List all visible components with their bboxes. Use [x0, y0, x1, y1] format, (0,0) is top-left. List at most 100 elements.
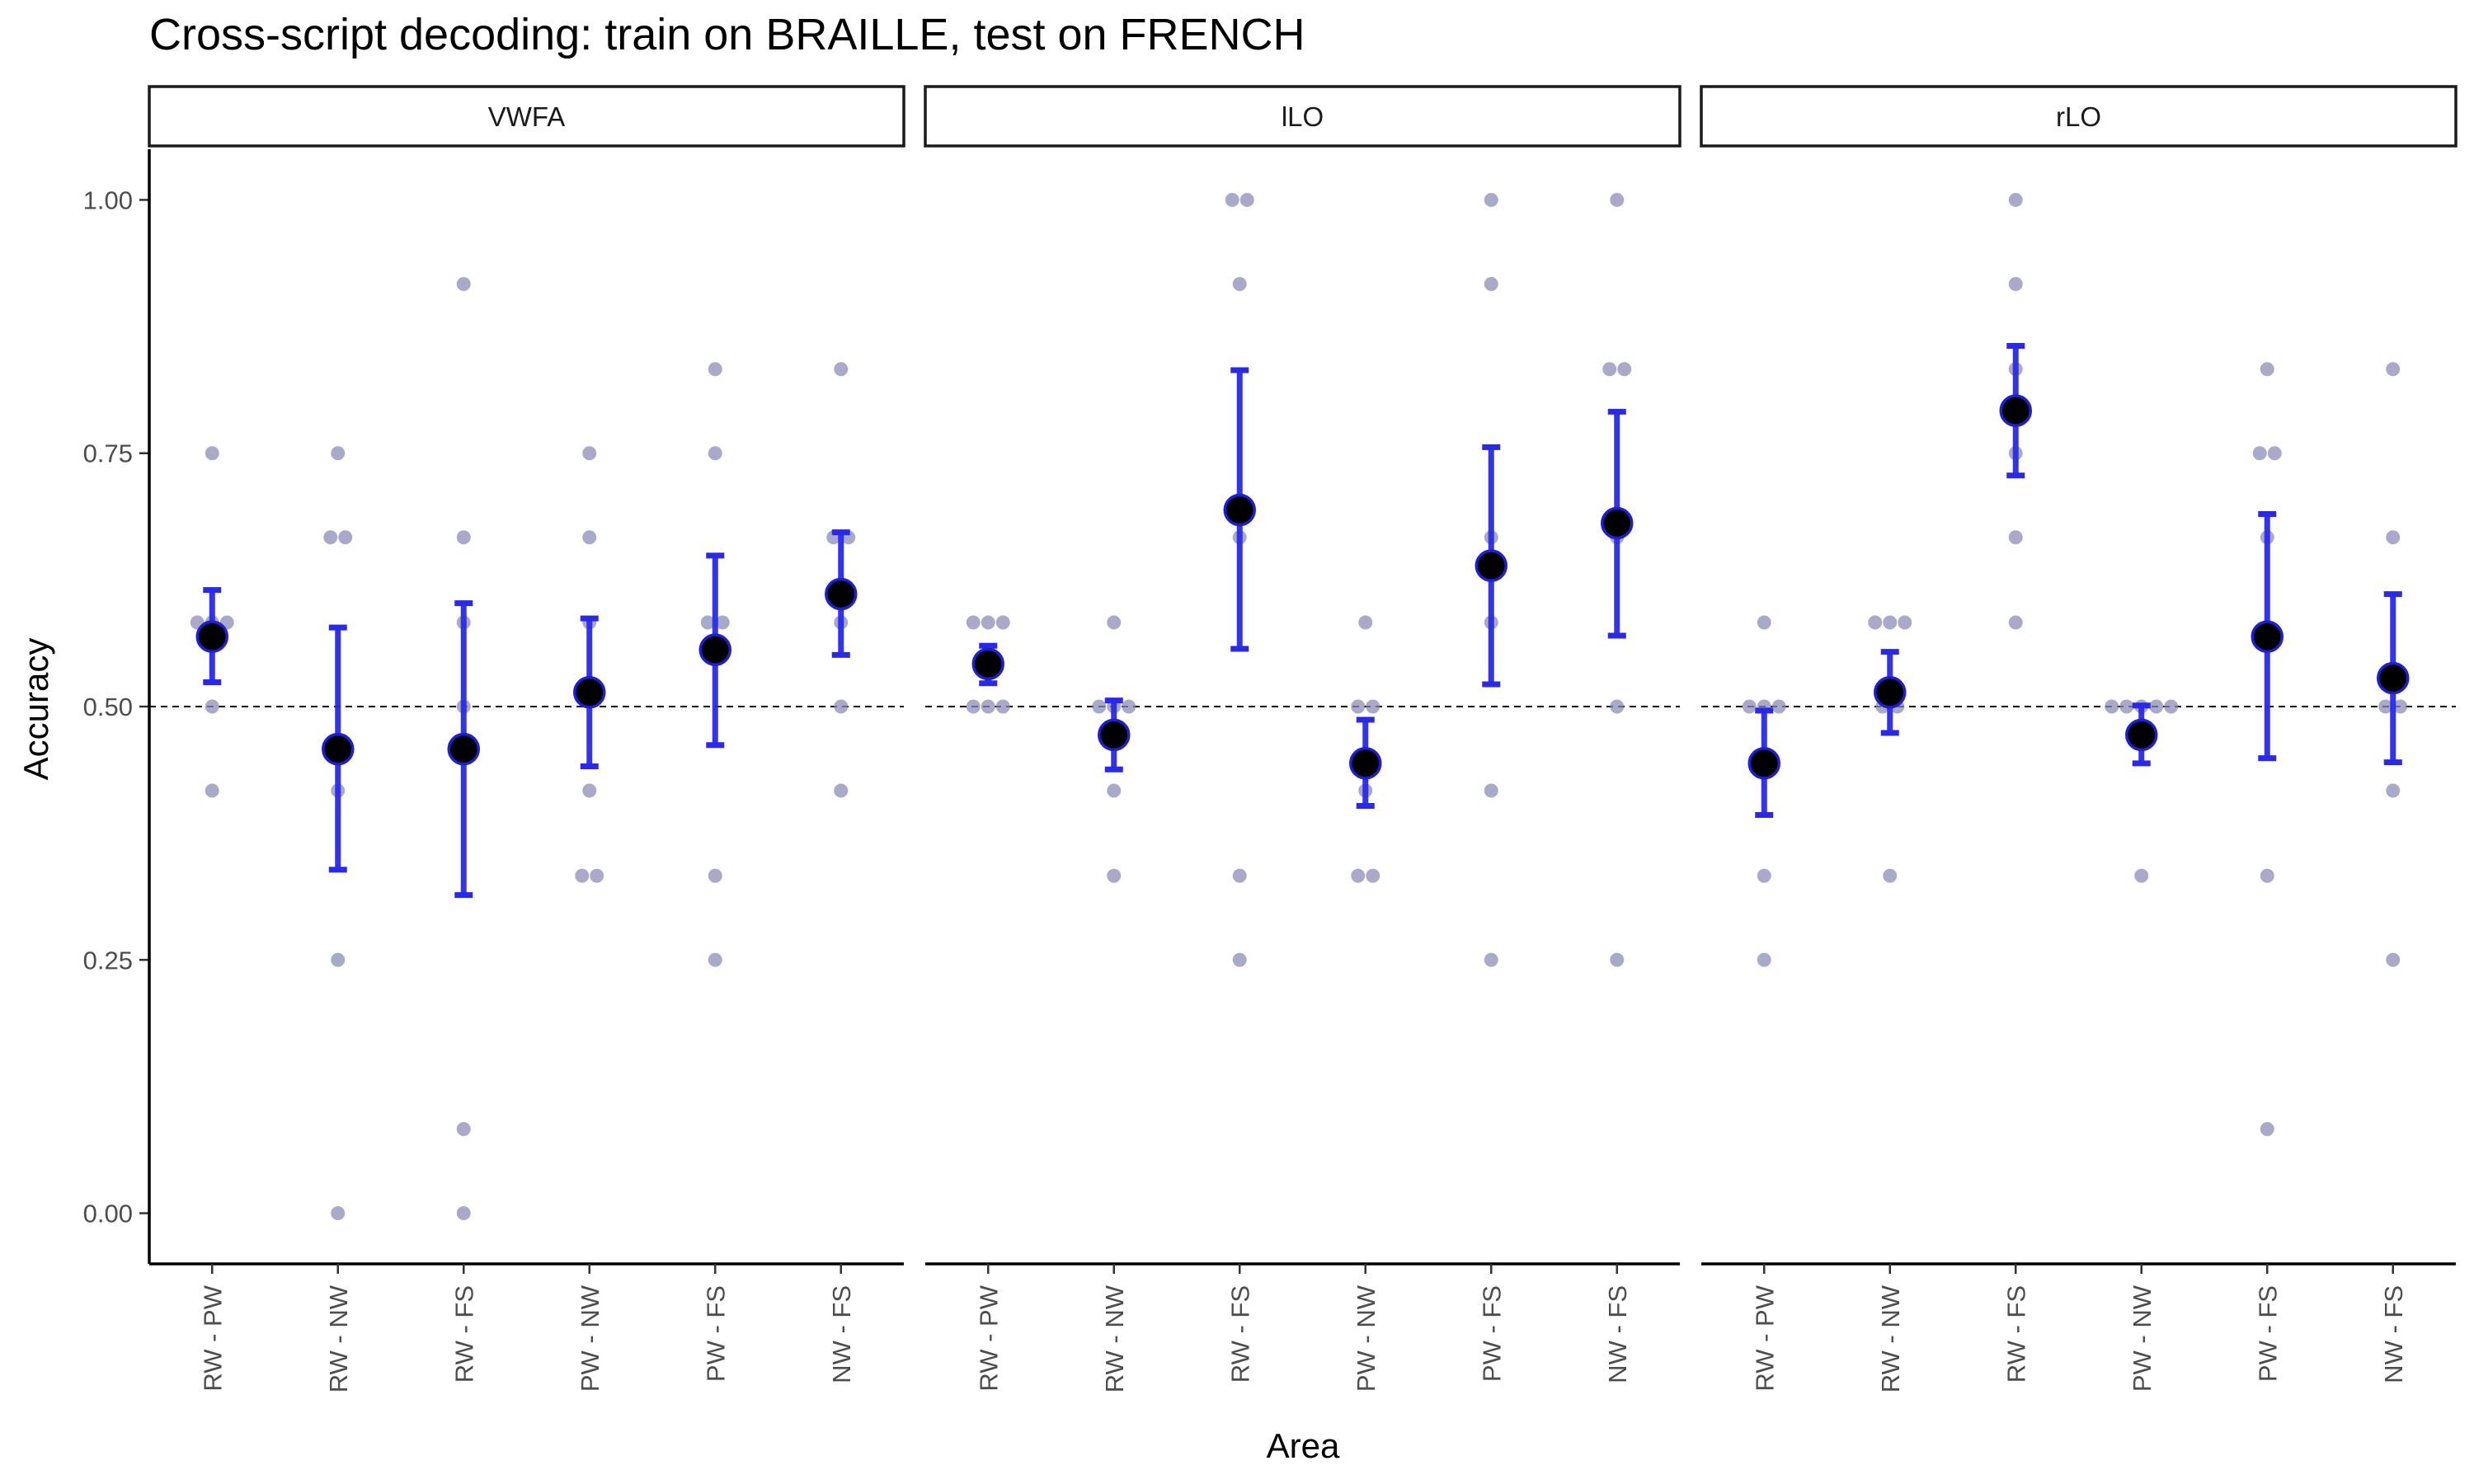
- data-point: [582, 783, 597, 798]
- mean-point: [1223, 493, 1256, 527]
- data-point: [1351, 699, 1366, 714]
- data-point: [708, 446, 722, 461]
- x-tick-label: RW - FS: [449, 1285, 478, 1383]
- data-point: [1898, 615, 1912, 630]
- data-point: [1107, 868, 1122, 883]
- facet-strip-label: lLO: [1282, 101, 1324, 132]
- data-point: [2149, 699, 2164, 714]
- data-point: [1107, 615, 1122, 630]
- facet-strip: [148, 85, 905, 148]
- y-tick-label: 0.50: [83, 693, 133, 721]
- data-point: [966, 699, 981, 714]
- x-axis-title: Area: [1267, 1426, 1340, 1465]
- data-point: [834, 699, 849, 714]
- data-point: [981, 699, 995, 714]
- data-point: [2008, 615, 2023, 630]
- data-point: [708, 362, 722, 377]
- data-point: [2386, 362, 2401, 377]
- mean-point: [825, 577, 858, 611]
- x-tick-label: RW - FS: [2001, 1285, 2030, 1383]
- data-point: [1366, 699, 1380, 714]
- mean-point: [971, 647, 1004, 681]
- x-tick-label: PW - FS: [2253, 1285, 2282, 1382]
- data-point: [708, 952, 722, 967]
- data-point: [1232, 276, 1247, 291]
- facet-strip: [1700, 85, 2458, 148]
- data-point: [2260, 362, 2274, 377]
- data-point: [995, 615, 1010, 630]
- x-tick-label: NW - FS: [827, 1285, 856, 1383]
- x-tick-label: RW - PW: [1750, 1284, 1779, 1391]
- plot-area: 0.00 0.25 0.50 0.75 1.00 VWFA RW - PW RW - NW RW…: [83, 85, 2458, 1392]
- data-point: [1484, 952, 1498, 967]
- data-point: [1351, 868, 1366, 883]
- data-point: [1107, 783, 1122, 798]
- data-point: [715, 615, 730, 630]
- x-tick-label: PW - FS: [701, 1285, 730, 1382]
- data-point: [2267, 446, 2282, 461]
- data-point: [582, 446, 597, 461]
- y-axis-title: Accuracy: [16, 638, 55, 781]
- mean-point: [322, 732, 355, 766]
- data-point: [1757, 952, 1771, 967]
- mean-point: [447, 732, 480, 766]
- x-tick-label: PW - NW: [576, 1284, 604, 1392]
- data-point: [700, 615, 715, 630]
- y-tick-label: 0.25: [83, 946, 133, 974]
- x-tick-label: RW - PW: [974, 1284, 1003, 1391]
- data-point: [2260, 868, 2274, 883]
- data-point: [456, 276, 471, 291]
- data-point: [1757, 868, 1771, 883]
- y-tick-label: 1.00: [83, 186, 133, 214]
- data-point: [575, 868, 590, 883]
- facet-strip: [924, 85, 1681, 148]
- x-tick-label: PW - NW: [1352, 1284, 1380, 1392]
- data-point: [205, 446, 219, 461]
- data-point: [1742, 699, 1757, 714]
- data-point: [331, 446, 346, 461]
- data-point: [834, 783, 849, 798]
- data-point: [708, 868, 722, 883]
- data-point: [1225, 192, 1239, 207]
- data-point: [2134, 868, 2149, 883]
- data-point: [2008, 276, 2023, 291]
- data-point: [1358, 615, 1373, 630]
- data-point: [338, 530, 353, 545]
- data-point: [2119, 699, 2134, 714]
- data-point: [2386, 783, 2401, 798]
- data-point: [582, 530, 597, 545]
- mean-point: [1747, 747, 1780, 780]
- mean-point: [698, 633, 731, 666]
- data-point: [590, 868, 604, 883]
- data-point: [1610, 952, 1625, 967]
- data-point: [456, 1122, 471, 1137]
- data-point: [2260, 1122, 2274, 1137]
- x-tick-label: NW - FS: [1603, 1285, 1632, 1383]
- x-tick-label: RW - NW: [1876, 1284, 1905, 1392]
- mean-point: [2125, 718, 2158, 752]
- y-tick-label: 0.00: [83, 1200, 133, 1228]
- x-tick-label: RW - FS: [1225, 1285, 1254, 1383]
- x-tick-label: RW - NW: [324, 1284, 353, 1392]
- data-point: [1610, 192, 1625, 207]
- data-point: [1092, 699, 1107, 714]
- data-point: [2393, 699, 2408, 714]
- y-tick-label: 0.75: [83, 439, 133, 468]
- data-point: [1366, 868, 1380, 883]
- data-point: [2008, 530, 2023, 545]
- data-point: [456, 1206, 471, 1221]
- mean-point: [1475, 549, 1507, 582]
- data-point: [1484, 276, 1498, 291]
- data-point: [205, 699, 219, 714]
- chart-title: Cross-script decoding: train on BRAILLE,…: [149, 10, 1305, 59]
- mean-point: [1098, 718, 1131, 752]
- x-tick-label: RW - NW: [1100, 1284, 1129, 1392]
- data-point: [1868, 615, 1883, 630]
- data-point: [1610, 699, 1625, 714]
- mean-point: [1601, 506, 1634, 540]
- mean-point: [1874, 676, 1907, 709]
- data-point: [1617, 362, 1632, 377]
- data-point: [981, 615, 995, 630]
- data-point: [1232, 952, 1247, 967]
